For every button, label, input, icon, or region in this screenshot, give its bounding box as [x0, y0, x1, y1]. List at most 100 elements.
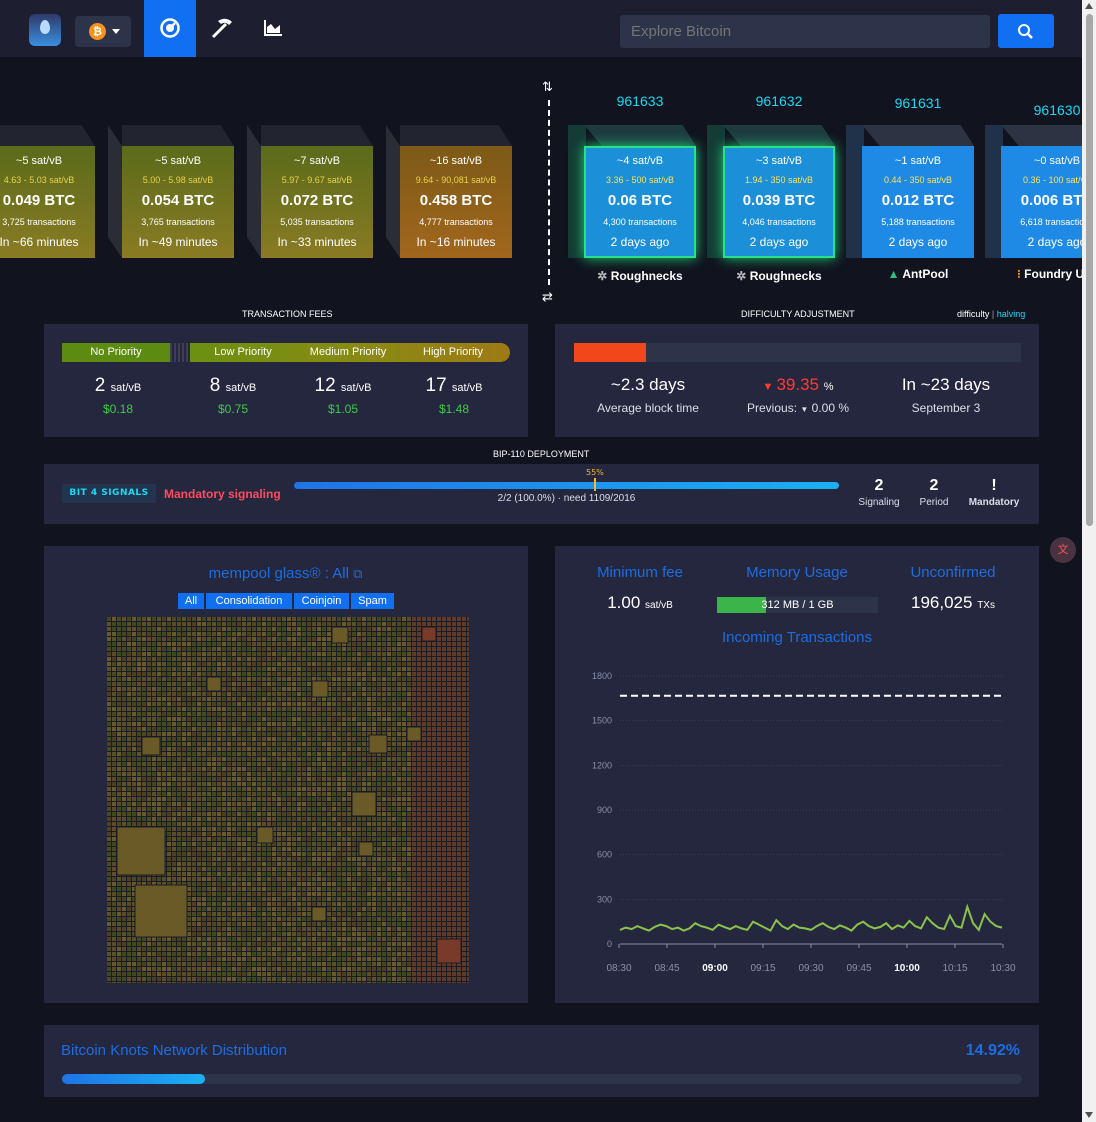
glass-tx-cell [272, 682, 276, 686]
mempool-glass-visualization[interactable] [107, 617, 469, 983]
glass-tx-cell [207, 802, 211, 806]
glass-tx-cell [252, 752, 256, 756]
glass-title[interactable]: mempool glass® : All ⧉ [44, 565, 527, 582]
glass-tx-cell [262, 682, 266, 686]
block-size: 0.049 BTC [2, 192, 76, 209]
toggle-difficulty[interactable]: difficulty [957, 309, 990, 319]
glass-tx-cell [107, 707, 111, 711]
glass-tx-cell [457, 617, 461, 621]
filter-spam[interactable]: Spam [351, 593, 394, 609]
glass-tx-cell [282, 852, 286, 856]
glass-tx-cell [377, 642, 381, 646]
glass-tx-cell [272, 812, 276, 816]
glass-tx-cell [177, 617, 181, 621]
glass-tx-cell [152, 782, 156, 786]
sort-arrows-icon[interactable]: ⇅ [542, 80, 553, 95]
filter-all[interactable]: All [178, 593, 204, 609]
block-size: 0.06 BTC [607, 192, 673, 209]
glass-tx-cell [142, 657, 146, 661]
glass-tx-cell [417, 682, 421, 686]
glass-tx-cell [387, 657, 391, 661]
glass-tx-cell [252, 617, 256, 621]
glass-tx-cell [177, 662, 181, 666]
nav-graphs[interactable] [248, 0, 300, 57]
glass-tx-cell [377, 732, 381, 736]
mined-block[interactable]: 961633 ~4 sat/vB 3.36 - 500 sat/vB 0.06 … [568, 93, 696, 283]
glass-tx-cell [232, 827, 236, 831]
glass-tx-cell [207, 887, 211, 891]
glass-tx-cell [427, 617, 431, 621]
nav-mining[interactable] [196, 0, 248, 57]
projected-block[interactable]: ~5 sat/vB 4.63 - 5.03 sat/vB 0.049 BTC 3… [0, 125, 95, 258]
glass-tx-cell [452, 727, 456, 731]
pool-label[interactable]: ⁝ Foundry USA [1017, 267, 1082, 281]
projected-block[interactable]: ~7 sat/vB 5.97 - 9.67 sat/vB 0.072 BTC 5… [261, 125, 373, 258]
glass-tx-cell [347, 827, 351, 831]
glass-tx-cell [252, 627, 256, 631]
glass-tx-cell [322, 927, 326, 931]
filter-consolidation[interactable]: Consolidation [206, 593, 292, 609]
projected-block[interactable]: ~5 sat/vB 5.00 - 5.98 sat/vB 0.054 BTC 3… [122, 125, 234, 258]
nav-dashboard[interactable] [144, 0, 196, 57]
block-height[interactable]: 961631 [894, 95, 942, 111]
network-selector[interactable]: ₿ [75, 16, 131, 47]
filter-coinjoin[interactable]: Coinjoin [294, 593, 349, 609]
block-height[interactable]: 961633 [616, 93, 664, 109]
glass-tx-cell [257, 622, 261, 626]
glass-tx-cell [342, 617, 346, 621]
glass-tx-cell [242, 687, 246, 691]
glass-tx-cell [387, 842, 391, 846]
glass-tx-cell [262, 662, 266, 666]
glass-tx-cell [357, 902, 361, 906]
glass-tx-cell [152, 767, 156, 771]
glass-tx-cell [437, 752, 441, 756]
pool-label[interactable]: ✲ Roughnecks [709, 269, 849, 283]
glass-tx-cell [452, 632, 456, 636]
glass-tx-cell [377, 752, 381, 756]
glass-tx-cell [297, 737, 301, 741]
difficulty-toggle[interactable]: difficulty | halving [957, 309, 1025, 319]
glass-tx-cell [422, 767, 426, 771]
mined-block[interactable]: 961631 ~1 sat/vB 0.44 - 350 sat/vB 0.012… [846, 95, 974, 281]
glass-tx-cell [332, 657, 336, 661]
glass-tx-cell [357, 897, 361, 901]
search-input[interactable] [620, 15, 990, 48]
pool-label[interactable]: ▲ AntPool [848, 267, 988, 281]
glass-tx-cell [332, 862, 336, 866]
toggle-halving[interactable]: halving [996, 309, 1026, 319]
glass-tx-cell [202, 717, 206, 721]
mined-block[interactable]: 961632 ~3 sat/vB 1.94 - 350 sat/vB 0.039… [707, 93, 835, 283]
glass-tx-cell [337, 882, 341, 886]
projected-block[interactable]: ~16 sat/vB 9.64 - 90,081 sat/vB 0.458 BT… [400, 125, 512, 258]
mempool-logo[interactable] [29, 14, 61, 46]
mined-block[interactable]: 961630 ~0 sat/vB 0.36 - 100 sat/vB 0.006… [985, 102, 1082, 281]
glass-tx-cell [132, 887, 136, 891]
block-size: 0.012 BTC [881, 192, 955, 209]
glass-tx-cell [442, 632, 446, 636]
glass-tx-cell [367, 667, 371, 671]
glass-tx-cell [112, 742, 116, 746]
glass-tx-cell [452, 777, 456, 781]
glass-tx-cell [192, 682, 196, 686]
glass-tx-cell [167, 647, 171, 651]
block-height[interactable]: 961630 [1033, 102, 1081, 118]
glass-tx-cell [382, 857, 386, 861]
glass-tx-cell [297, 937, 301, 941]
swap-arrows-icon[interactable]: ⇄ [542, 290, 553, 305]
glass-tx-cell [212, 832, 216, 836]
search-button[interactable] [998, 14, 1054, 48]
glass-tx-cell [232, 667, 236, 671]
glass-tx-cell [297, 917, 301, 921]
glass-tx-cell [262, 812, 266, 816]
glass-tx-cell [312, 617, 316, 621]
glass-tx-cell [292, 907, 296, 911]
pool-label[interactable]: ✲ Roughnecks [570, 269, 710, 283]
glass-tx-cell [392, 807, 396, 811]
block-height[interactable]: 961632 [755, 93, 803, 109]
glass-tx-cell [132, 657, 136, 661]
external-link-icon[interactable]: ⧉ [353, 566, 363, 581]
glass-tx-cell [292, 662, 296, 666]
glass-tx-cell [347, 622, 351, 626]
glass-tx-cell [457, 687, 461, 691]
glass-tx-cell [452, 627, 456, 631]
